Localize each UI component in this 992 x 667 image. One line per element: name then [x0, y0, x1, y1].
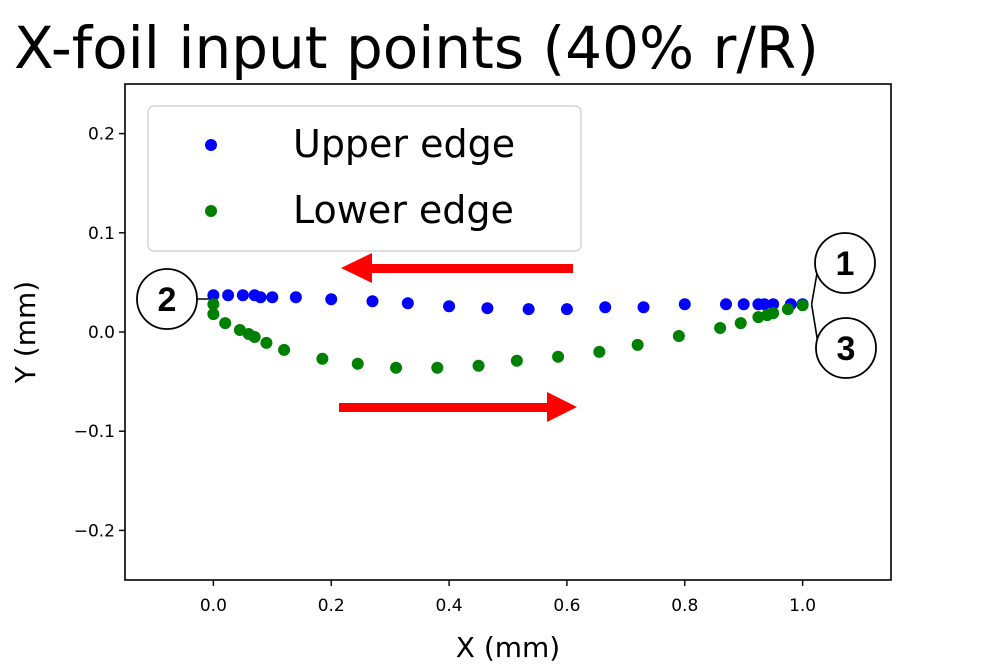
x-tick-label: 0.8: [671, 596, 698, 616]
upper-edge-point: [758, 298, 771, 311]
arrow-right-head: [547, 392, 577, 422]
upper-edge-point: [222, 289, 235, 302]
lower-edge-point: [260, 336, 273, 349]
callout-2-circle: [136, 268, 198, 330]
upper-edge-point: [767, 298, 780, 311]
y-axis-label: Y (mm): [9, 281, 42, 384]
y-tick-label: −0.1: [74, 422, 115, 442]
lower-edge-point: [714, 322, 727, 335]
lower-edge-point: [316, 352, 329, 365]
legend-label-lower: Lower edge: [293, 188, 514, 232]
y-tick-label: 0.2: [88, 125, 115, 145]
callout-3-label: 3: [837, 330, 856, 368]
upper-edge-point: [737, 298, 750, 311]
lower-edge-point: [207, 308, 220, 321]
x-tick-label: 0.6: [553, 596, 580, 616]
arrow-left-head: [341, 253, 372, 283]
lower-edge-point: [472, 359, 485, 372]
upper-edge-point: [366, 295, 379, 308]
upper-edge-point: [481, 302, 494, 315]
callout-2: 2: [136, 268, 198, 330]
axis-ticks: 0.0 0.2 0.4 0.6 0.8 1.0 0.2 0.1 0.0 −0.1 −0.2: [74, 125, 816, 616]
legend: Upper edge Lower edge: [147, 105, 582, 252]
x-tick-label: 0.2: [318, 596, 345, 616]
callout-2-label: 2: [158, 281, 177, 319]
lower-edge-point: [207, 298, 220, 311]
upper-edge-point: [401, 297, 414, 310]
y-tick-label: 0.0: [88, 323, 115, 343]
legend-box: [147, 105, 582, 252]
callout-1: 1: [814, 232, 876, 294]
lower-edge-point: [278, 343, 291, 356]
data-points: [207, 289, 809, 374]
upper-edge-point: [207, 289, 220, 302]
lower-edge-point: [431, 361, 444, 374]
callout-3-circle: [815, 317, 877, 379]
lower-edge-point: [672, 329, 685, 342]
chart-title: X-foil input points (40% r/R): [14, 14, 819, 82]
upper-edge-point: [560, 303, 573, 316]
y-tick-label: 0.1: [88, 224, 115, 244]
upper-edge-point: [325, 293, 338, 306]
lower-edge-point: [796, 299, 809, 312]
x-tick-label: 0.0: [200, 596, 227, 616]
x-tick-label: 0.4: [436, 596, 463, 616]
callout-1-circle: [814, 232, 876, 294]
upper-edge-point: [720, 298, 733, 311]
lower-edge-point: [552, 350, 565, 363]
legend-marker-upper: [205, 139, 217, 151]
upper-edge-point: [254, 291, 267, 304]
upper-edge-point: [443, 300, 456, 313]
lower-edge-point: [631, 338, 644, 351]
lower-edge-point: [351, 357, 364, 370]
legend-label-upper: Upper edge: [293, 122, 515, 166]
upper-edge-point: [522, 303, 535, 316]
callouts: 1 2 3: [136, 232, 877, 379]
x-tick-label: 1.0: [789, 596, 816, 616]
upper-edge-point: [236, 289, 249, 302]
upper-edge-point: [637, 301, 650, 314]
upper-edge-point: [599, 301, 612, 314]
lower-edge-point: [390, 361, 403, 374]
arrow-right-shaft: [339, 403, 549, 412]
callout-1-label: 1: [836, 245, 855, 283]
upper-edge-point: [678, 298, 691, 311]
lower-edge-point: [248, 330, 261, 343]
y-tick-label: −0.2: [74, 521, 115, 541]
upper-edge-point: [289, 291, 302, 304]
upper-edge-point: [266, 291, 279, 304]
lower-edge-point: [767, 307, 780, 320]
direction-arrows: [339, 253, 577, 422]
callout-3: 3: [815, 317, 877, 379]
lower-edge-point: [734, 317, 747, 330]
lower-edge-point: [219, 317, 232, 330]
lower-edge-point: [593, 345, 606, 358]
lower-edge-point: [781, 303, 794, 316]
legend-marker-lower: [205, 205, 217, 217]
arrow-left-shaft: [370, 264, 573, 273]
x-axis-label: X (mm): [456, 631, 560, 664]
lower-edge-point: [510, 354, 523, 367]
